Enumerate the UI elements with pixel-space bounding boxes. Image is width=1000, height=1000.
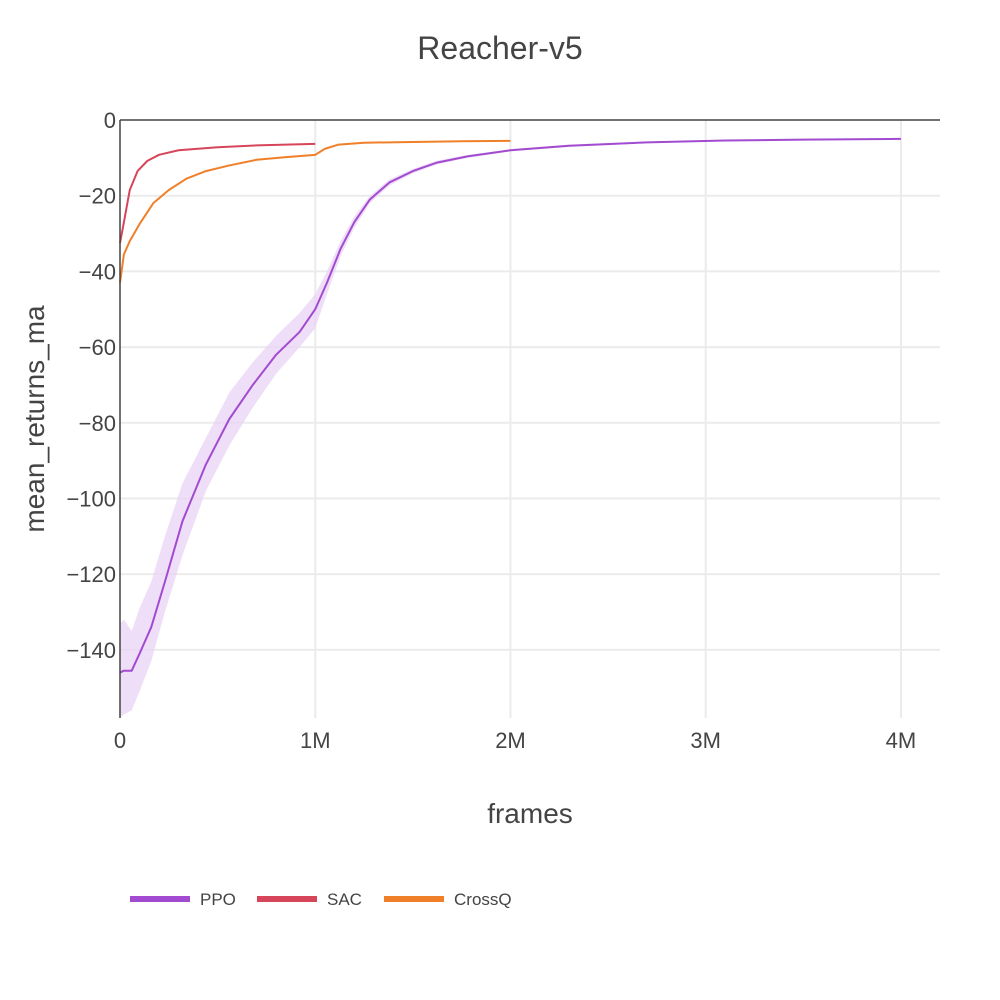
series-lines: [119, 137, 901, 674]
series-line-sac: [119, 142, 316, 244]
x-tick-label: 4M: [886, 728, 917, 753]
series-line-ppo: [119, 137, 901, 674]
x-tick-label: 2M: [495, 728, 526, 753]
y-tick-label: −40: [79, 259, 116, 284]
legend: PPO SAC CrossQ: [130, 890, 512, 909]
y-tick-label: −60: [79, 335, 116, 360]
legend-item-crossq[interactable]: CrossQ: [384, 890, 512, 909]
legend-label-sac: SAC: [327, 890, 362, 909]
y-tick-label: −20: [79, 184, 116, 209]
x-tick-label: 1M: [300, 728, 331, 753]
gridlines: [120, 120, 940, 718]
y-axis-ticks: 0 −20 −40 −60 −80 −100 −120 −140: [66, 108, 116, 663]
x-tick-label: 0: [114, 728, 126, 753]
chart-title: Reacher-v5: [417, 30, 582, 66]
series-line-crossq: [119, 139, 511, 283]
y-tick-label: 0: [104, 108, 116, 133]
legend-item-sac[interactable]: SAC: [257, 890, 362, 909]
legend-label-crossq: CrossQ: [454, 890, 512, 909]
x-axis-label: frames: [487, 798, 573, 829]
legend-label-ppo: PPO: [200, 890, 236, 909]
x-tick-label: 3M: [690, 728, 721, 753]
y-tick-label: −80: [79, 411, 116, 436]
legend-item-ppo[interactable]: PPO: [130, 890, 236, 909]
x-axis-ticks: 0 1M 2M 3M 4M: [114, 728, 916, 753]
y-tick-label: −140: [66, 638, 116, 663]
y-tick-label: −120: [66, 562, 116, 587]
y-axis-label: mean_returns_ma: [19, 305, 50, 533]
axes: [119, 119, 940, 718]
y-tick-label: −100: [66, 486, 116, 511]
